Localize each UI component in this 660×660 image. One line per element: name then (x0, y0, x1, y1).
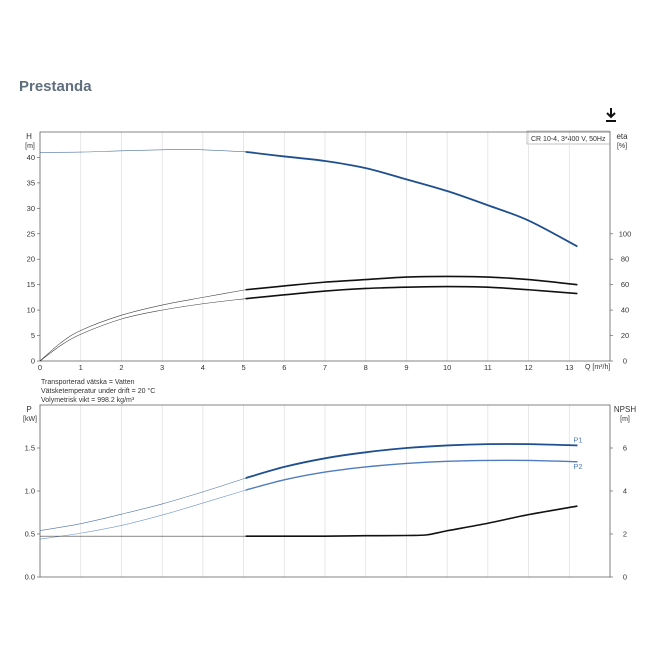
y-tick-label-right: 2 (623, 530, 627, 539)
series-line-eta1-thin (39, 289, 246, 362)
series-H (39, 148, 578, 248)
x-tick-label: 2 (119, 363, 123, 372)
y-label-eta: eta (616, 132, 628, 141)
series-line-P2 (245, 459, 578, 491)
y-tick-label-left: 30 (27, 204, 35, 213)
y-unit-p: [kW] (23, 416, 37, 423)
y-tick-label-left: 25 (27, 229, 35, 238)
download-icon[interactable] (603, 107, 619, 123)
note-3: Volymetrisk vikt = 998.2 kg/m³ (41, 397, 135, 404)
note-2: Vätsketemperatur under drift = 20 °C (41, 387, 155, 395)
y-label-npsh: NPSH (614, 405, 636, 414)
y-tick-label-right: 60 (621, 280, 629, 289)
y-tick-label-right: 100 (619, 229, 632, 238)
series-line-H (245, 150, 578, 248)
x-tick-label: 5 (241, 363, 245, 372)
series-line-P2-thin (39, 489, 246, 540)
x-label: Q [m³/h] (585, 364, 610, 371)
series-P1: P1 (39, 435, 583, 531)
plot-frame (39, 404, 611, 578)
series-eta1 (39, 275, 578, 362)
series-label-P1: P1 (573, 435, 582, 444)
y-tick-label-right: 40 (621, 306, 629, 315)
series-line-P1-thin (39, 477, 246, 531)
y-tick-label-left: 20 (27, 255, 35, 264)
x-tick-label: 13 (565, 363, 573, 372)
y-tick-label-left: 0.5 (25, 530, 35, 539)
plot-area-power-npsh: 0.0 0.5 1.0 1.5 0 2 4 6 P1 P2 (25, 404, 627, 582)
x-tick-label: 4 (201, 363, 205, 372)
y-unit-npsh: [m] (620, 416, 630, 423)
x-tick-label: 0 (38, 363, 42, 372)
series-NPSH (40, 505, 578, 537)
series-line-NPSH (245, 505, 578, 537)
y-tick-label-right: 6 (623, 444, 627, 453)
legend-box (526, 130, 611, 145)
y-tick-label-right: 0 (623, 573, 627, 582)
y-label-p: P (26, 405, 31, 414)
y-tick-label-left: 15 (27, 280, 35, 289)
y-tick-label-right: 4 (623, 487, 627, 496)
series-line-eta2-thin (39, 298, 246, 362)
series-line-eta1 (245, 275, 578, 291)
x-tick-label: 10 (443, 363, 451, 372)
x-tick-label: 11 (484, 363, 492, 372)
y-unit-eta: [%] (617, 143, 627, 150)
x-tick-label: 7 (323, 363, 327, 372)
y-label-h: H (26, 132, 32, 141)
series-P2: P2 (39, 459, 583, 540)
y-tick-label-left: 0 (31, 357, 35, 366)
y-tick-label-left: 10 (27, 306, 35, 315)
note-1: Transporterad vätska = Vatten (41, 379, 135, 386)
x-tick-label: 9 (404, 363, 408, 372)
y-tick-label-left: 1.5 (25, 444, 35, 453)
x-tick-label: 3 (160, 363, 164, 372)
x-tick-label: 12 (524, 363, 532, 372)
y-tick-label-right: 80 (621, 255, 629, 264)
y-tick-label-left: 0.0 (25, 573, 35, 582)
x-tick-label: 1 (79, 363, 83, 372)
y-unit-h: [m] (25, 143, 35, 150)
plot-frame (39, 131, 611, 362)
y-tick-label-left: 5 (31, 331, 35, 340)
series-line-H-thin (39, 148, 246, 153)
x-tick-label: 8 (364, 363, 368, 372)
y-tick-label-left: 40 (27, 153, 35, 162)
series-line-P1 (245, 443, 578, 479)
legend-text: CR 10-4, 3*400 V, 50Hz (531, 136, 606, 143)
y-tick-label-right: 20 (621, 331, 629, 340)
series-eta2 (39, 285, 578, 362)
series-label-P2: P2 (573, 462, 582, 471)
y-tick-label-left: 35 (27, 178, 35, 187)
page-title: Prestanda (19, 78, 92, 95)
y-tick-label-right: 0 (623, 357, 627, 366)
x-tick-label: 6 (282, 363, 286, 372)
series-line-eta2 (245, 285, 578, 300)
y-tick-label-left: 1.0 (25, 487, 35, 496)
